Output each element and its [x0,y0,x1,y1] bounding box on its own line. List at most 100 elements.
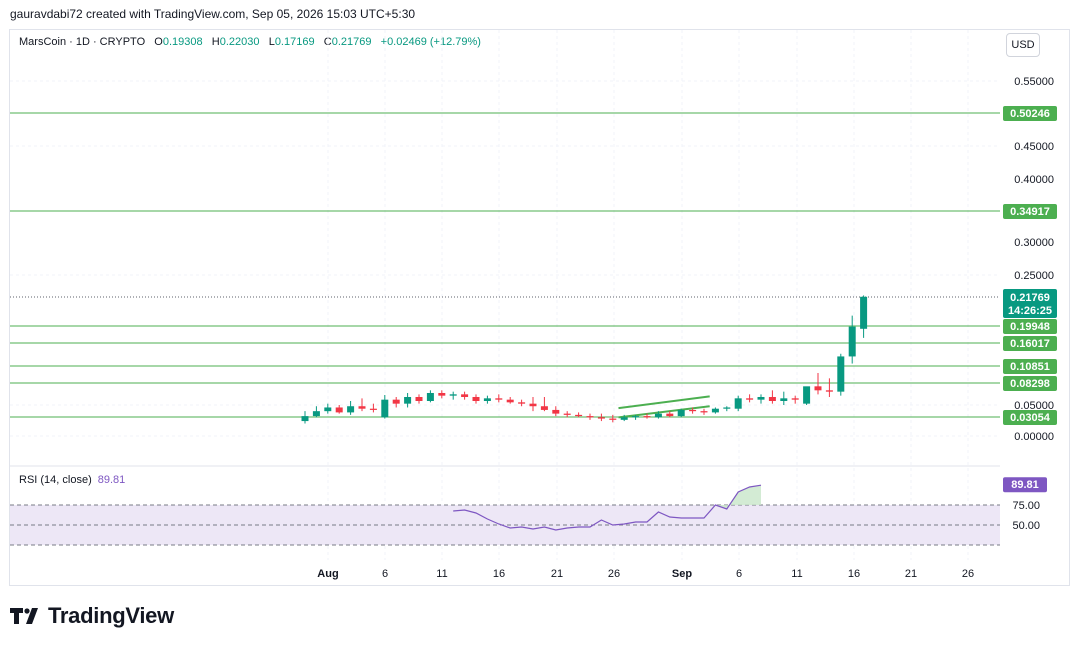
high-value: 0.22030 [219,36,260,48]
rsi-label[interactable]: RSI (14, close) [19,474,92,486]
symbol-name[interactable]: MarsCoin · 1D · CRYPTO [19,36,146,48]
candle-body [609,418,617,420]
candle-body [552,409,560,414]
price-tick-label: 0.30000 [1014,237,1054,249]
chart-frame [9,29,1070,586]
rsi-value-label: 89.81 [1011,479,1039,491]
time-tick-label: 6 [736,568,742,580]
candlestick-series [301,295,868,424]
candle-body [381,399,389,418]
candle-body [780,398,788,401]
time-tick-label: 16 [848,568,860,580]
price-tick-label: 0.00000 [1014,431,1054,443]
level-price-label: 0.50246 [1010,108,1050,120]
level-price-tag [1003,410,1057,425]
symbol-legend: MarsCoin · 1D · CRYPTO O0.19308 H0.22030… [19,36,481,48]
level-price-tag [1003,319,1057,334]
level-price-label: 0.10851 [1010,361,1050,373]
rsi-pane: 75.00 50.00 89.81 [10,465,1047,546]
candle-body [540,406,548,410]
rsi-tick-label: 50.00 [1012,520,1040,532]
candle-body [666,413,674,417]
level-price-label: 0.16017 [1010,338,1050,350]
candle-body [860,296,868,329]
candle-body [495,398,503,400]
level-price-label: 0.03054 [1010,412,1051,424]
price-tick-label: 0.25000 [1014,270,1054,282]
level-lines [10,112,1000,419]
open-value: 0.19308 [162,36,203,48]
time-tick-label: 6 [382,568,388,580]
candle-body [335,407,343,413]
candle-body [837,356,845,392]
time-axis[interactable]: Aug 6 11 16 21 26 Sep 6 11 16 21 26 [317,568,974,580]
currency-button[interactable]: USD [1006,33,1040,57]
time-tick-label: Sep [672,568,692,580]
level-price-label: 0.19948 [1010,321,1050,333]
level-price-tag [1003,106,1057,121]
level-price-tag [1003,376,1057,391]
last-price-tag [1003,289,1057,318]
candle-body [518,402,526,404]
candle-body [620,417,628,420]
time-tick-label: 11 [436,568,447,580]
price-tick-label: 0.55000 [1014,76,1054,88]
time-tick-label: 16 [493,568,505,580]
grid-lines [10,30,1000,560]
time-tick-label: 26 [962,568,974,580]
candle-body [654,413,662,418]
level-price-tag [1003,336,1057,351]
candle-body [711,408,719,413]
level-price-tag [1003,359,1057,374]
candle-body [814,386,822,391]
time-tick-label: 21 [905,568,917,580]
price-tick-label: 0.05000 [1014,400,1054,412]
candle-body [529,403,537,407]
price-axis[interactable]: 0.55000 0.45000 0.40000 0.30000 0.25000 0.050… [1003,76,1057,443]
time-tick-label: 21 [551,568,563,580]
open-label: O [154,36,163,48]
price-tick-label: 0.45000 [1014,141,1054,153]
rsi-tick-label: 75.00 [1012,500,1040,512]
candle-body [597,417,605,419]
time-tick-label: Aug [317,568,338,580]
candle-body [768,396,776,401]
candle-body [472,396,480,401]
candle-body [449,394,457,396]
change-value: +0.02469 (+12.79%) [380,36,481,48]
candle-body [461,394,469,397]
candle-body [803,386,811,404]
candle-body [563,413,571,415]
last-price-label: 0.21769 [1010,292,1050,304]
time-tick-label: 11 [791,568,802,580]
close-value: 0.21769 [331,36,372,48]
candle-body [746,398,754,400]
candle-body [506,399,514,403]
candle-body [848,326,856,357]
high-label: H [211,36,220,48]
price-tick-label: 0.40000 [1014,174,1054,186]
candle-body [404,396,412,404]
candle-body [700,411,708,413]
candle-body [301,416,309,422]
candle-body [677,409,685,417]
candle-body [575,414,583,417]
candle-body [757,396,765,400]
level-price-label: 0.08298 [1010,378,1050,390]
candle-body [586,416,594,418]
rsi-value: 89.81 [97,474,126,486]
tradingview-logo[interactable]: TradingView [10,603,174,629]
candle-body [791,398,799,400]
candle-body [392,399,400,404]
candle-body [632,416,640,418]
low-value: 0.17169 [274,36,315,48]
candle-body [825,390,833,392]
time-tick-label: 26 [608,568,620,580]
candle-body [347,406,355,413]
candle-body [723,407,731,409]
rsi-legend: RSI (14, close) 89.81 [19,474,125,486]
candle-body [689,409,697,412]
candle-body [415,396,423,401]
candle-body [483,398,491,401]
